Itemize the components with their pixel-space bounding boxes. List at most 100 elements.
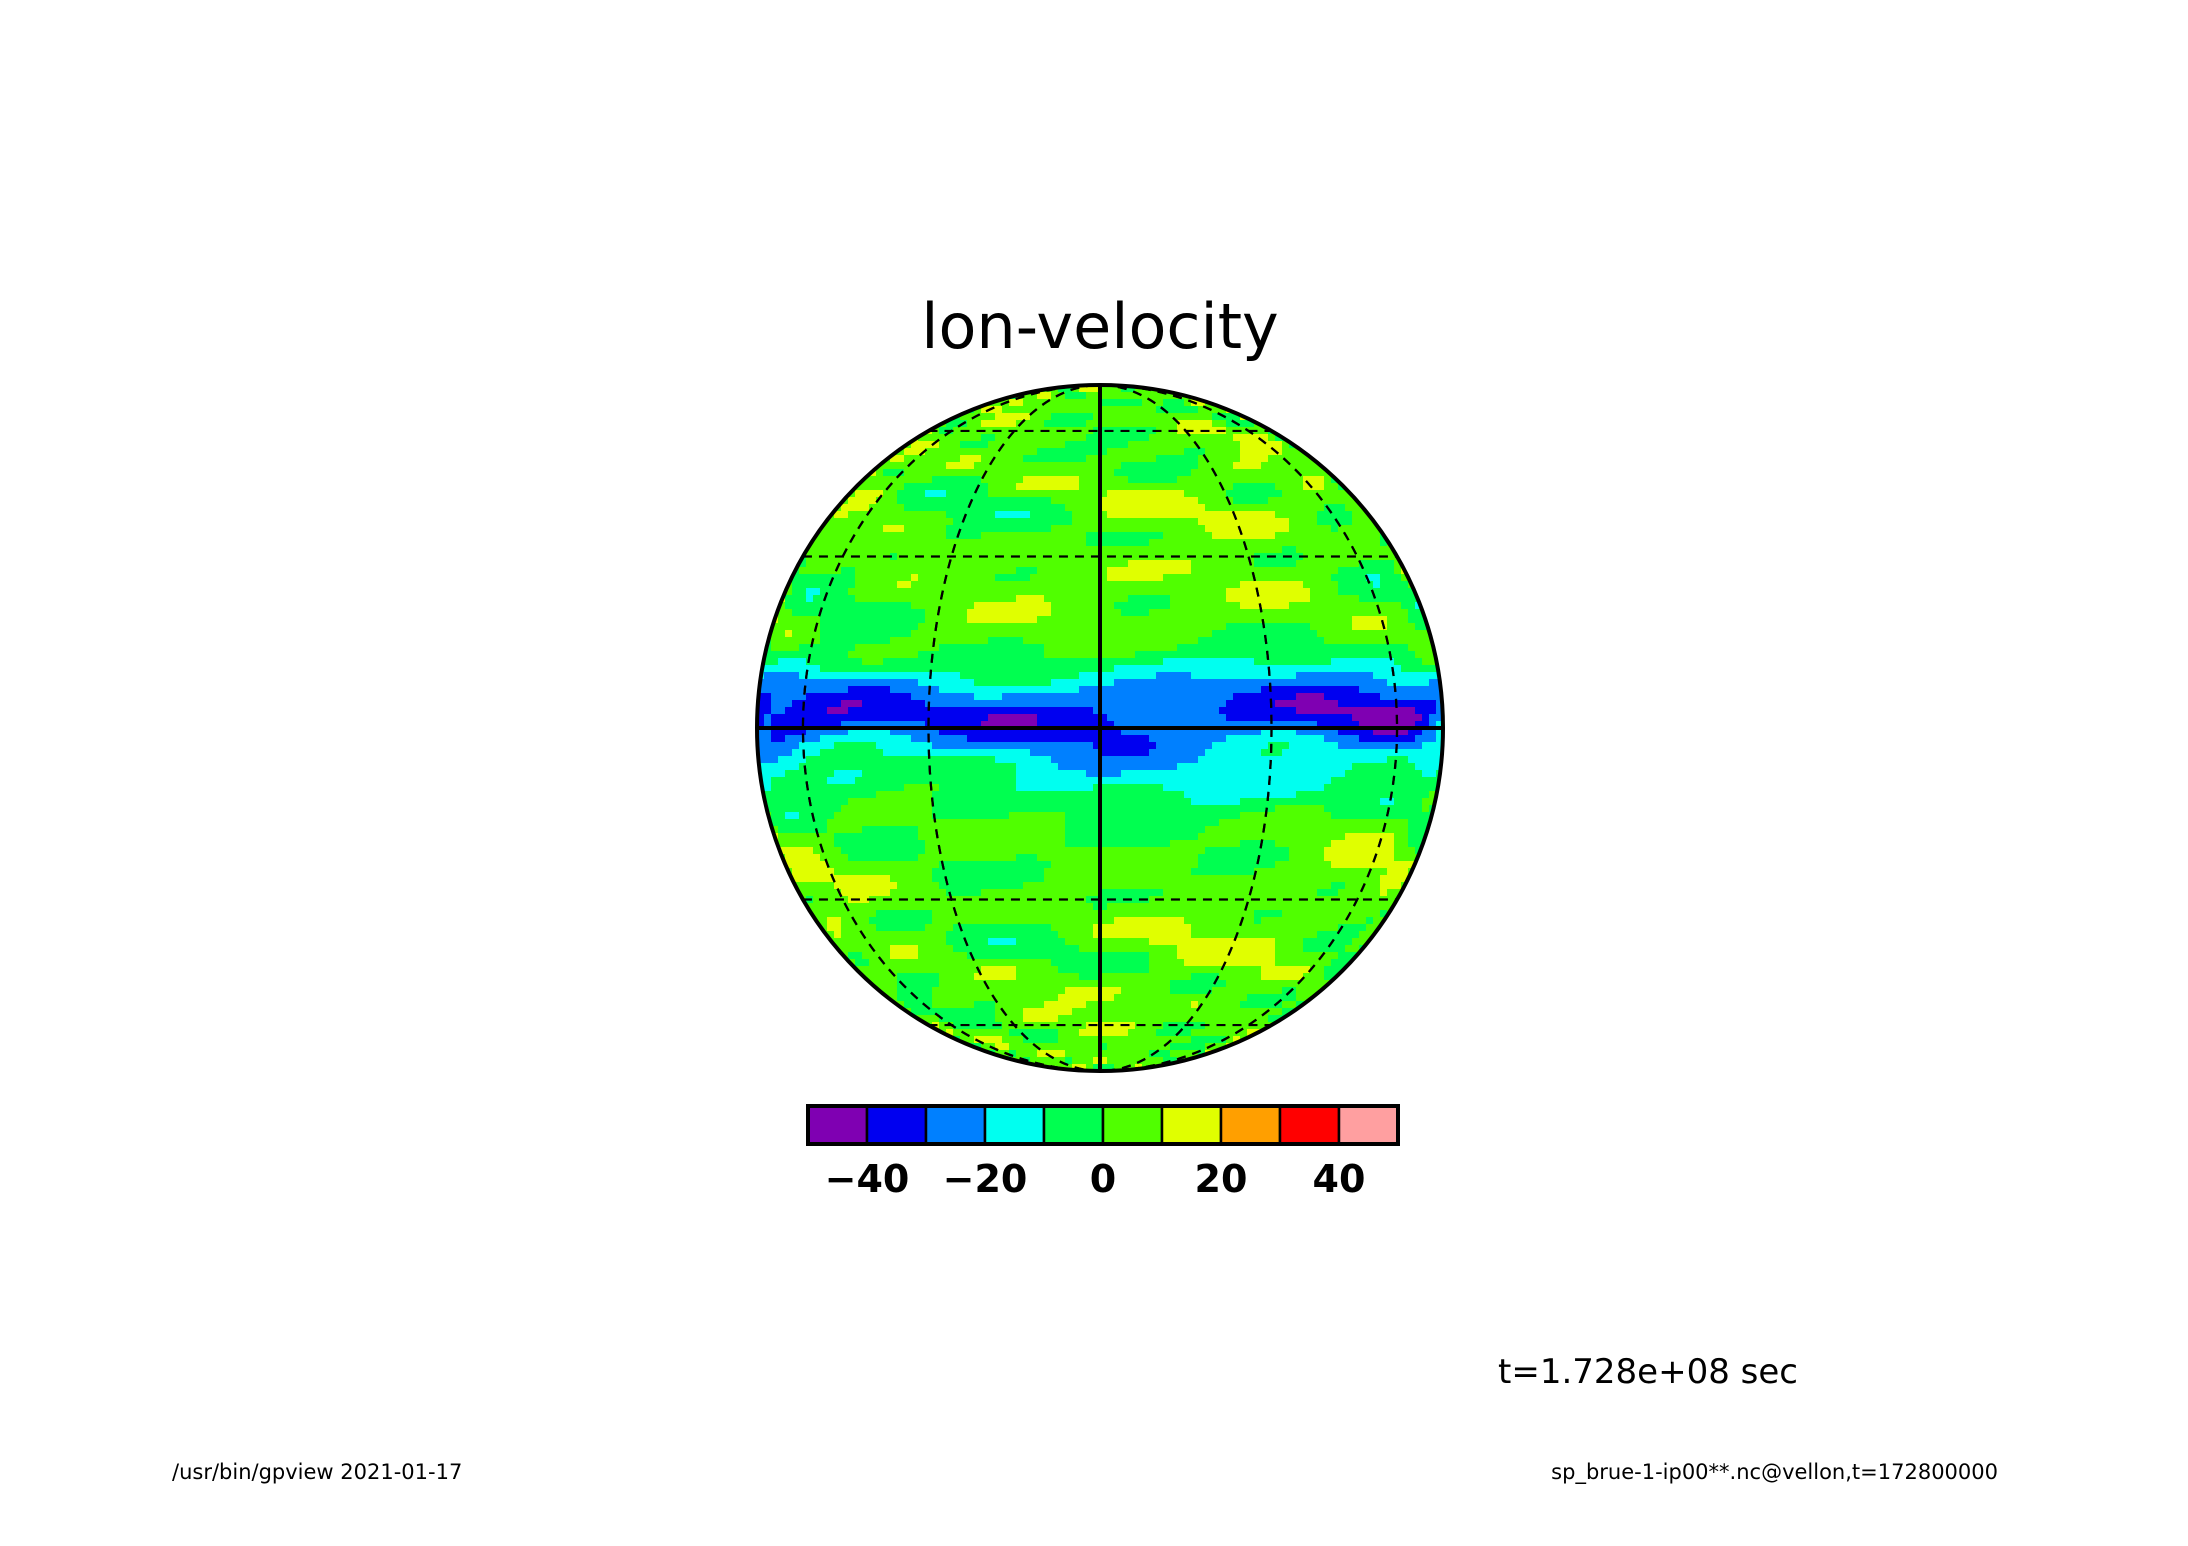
field-cell <box>1275 952 1339 960</box>
field-cell <box>1296 693 1325 701</box>
field-cell <box>932 742 1094 750</box>
field-cell <box>1100 973 1192 981</box>
field-cell <box>1205 749 1262 757</box>
field-cell <box>1079 973 1101 981</box>
field-cell <box>799 812 835 820</box>
field-cell <box>1387 889 1409 897</box>
field-cell <box>778 616 821 624</box>
field-cell <box>785 602 912 610</box>
footer-right: sp_brue-1-ip00**.nc@vellon,t=172800000 <box>1551 1460 1998 1485</box>
field-cell <box>841 889 891 897</box>
field-cell <box>890 637 989 645</box>
field-cell <box>827 924 842 932</box>
field-cell <box>883 749 1031 757</box>
field-cell <box>1191 868 1255 876</box>
field-cell <box>1030 749 1101 757</box>
field-cell <box>988 938 1017 946</box>
field-cell <box>1296 728 1339 736</box>
field-cell <box>820 623 919 631</box>
field-cell <box>1429 714 1443 722</box>
field-cell <box>1016 483 1080 491</box>
field-cell <box>1149 749 1206 757</box>
field-cell <box>848 854 919 862</box>
field-cell <box>946 511 996 519</box>
field-cell <box>1184 448 1206 456</box>
field-cell <box>1380 539 1388 547</box>
field-cell <box>792 581 856 589</box>
field-cell <box>939 882 1024 890</box>
field-cell <box>1373 917 1388 925</box>
field-cell <box>1289 854 1325 862</box>
colorbar-swatch <box>1160 1104 1223 1146</box>
field-cell <box>1310 588 1339 596</box>
field-cell <box>806 560 1129 568</box>
field-cell <box>1177 476 1304 484</box>
field-cell <box>1352 763 1416 771</box>
field-cell <box>1254 868 1388 876</box>
field-cell <box>1177 945 1276 953</box>
field-cell <box>820 630 912 638</box>
field-cell <box>1268 455 1318 463</box>
field-cell <box>834 770 863 778</box>
field-cell <box>869 917 933 925</box>
field-cell <box>1163 532 1213 540</box>
field-cell <box>1275 840 1332 848</box>
field-cell <box>876 469 884 477</box>
field-cell <box>1282 749 1443 757</box>
field-cell <box>1226 595 1311 603</box>
field-cell <box>1009 1043 1101 1051</box>
field-cell <box>1240 455 1269 463</box>
field-cell <box>1184 791 1297 799</box>
field-cell <box>792 882 835 890</box>
field-cell <box>918 651 1045 659</box>
field-cell <box>1226 735 1325 743</box>
field-cell <box>911 602 975 610</box>
field-cell <box>1352 714 1423 722</box>
field-cell <box>1065 1057 1073 1065</box>
field-cell <box>995 1001 1045 1009</box>
field-cell <box>771 819 828 827</box>
field-cell <box>883 525 905 533</box>
field-cell <box>771 728 807 736</box>
field-cell <box>883 658 1164 666</box>
field-cell <box>974 462 1122 470</box>
field-cell <box>1198 861 1276 869</box>
field-cell <box>953 518 1073 526</box>
field-cell <box>848 707 1094 715</box>
field-cell <box>932 987 1066 995</box>
field-cell <box>834 931 842 939</box>
field-cell <box>1177 763 1353 771</box>
field-cell <box>904 469 1115 477</box>
field-cell <box>764 651 849 659</box>
field-cell <box>1128 595 1171 603</box>
field-cell <box>1338 924 1367 932</box>
field-cell <box>1086 532 1164 540</box>
field-cell <box>1380 693 1443 701</box>
field-cell <box>1408 840 1430 848</box>
field-cell <box>1156 455 1199 463</box>
field-cell <box>1275 945 1304 953</box>
field-cell <box>799 672 961 680</box>
field-cell <box>939 441 961 449</box>
field-cell <box>757 756 779 764</box>
field-cell <box>1163 784 1325 792</box>
field-cell <box>1310 595 1360 603</box>
field-cell <box>834 511 849 519</box>
field-cell <box>890 728 940 736</box>
field-cell <box>778 826 828 834</box>
field-cell <box>1366 574 1381 582</box>
field-cell <box>1086 539 1150 547</box>
field-cell <box>1191 1001 1199 1009</box>
field-cell <box>1023 882 1332 890</box>
field-cell <box>1177 420 1213 428</box>
field-cell <box>1331 525 1339 533</box>
field-cell <box>1422 805 1430 813</box>
field-cell <box>1058 1029 1080 1037</box>
field-cell <box>757 686 849 694</box>
field-cell <box>848 798 933 806</box>
field-cell <box>792 875 891 883</box>
field-cell <box>890 553 898 561</box>
field-cell <box>1107 1043 1171 1051</box>
field-cell <box>1198 406 1227 414</box>
field-cell <box>904 784 940 792</box>
